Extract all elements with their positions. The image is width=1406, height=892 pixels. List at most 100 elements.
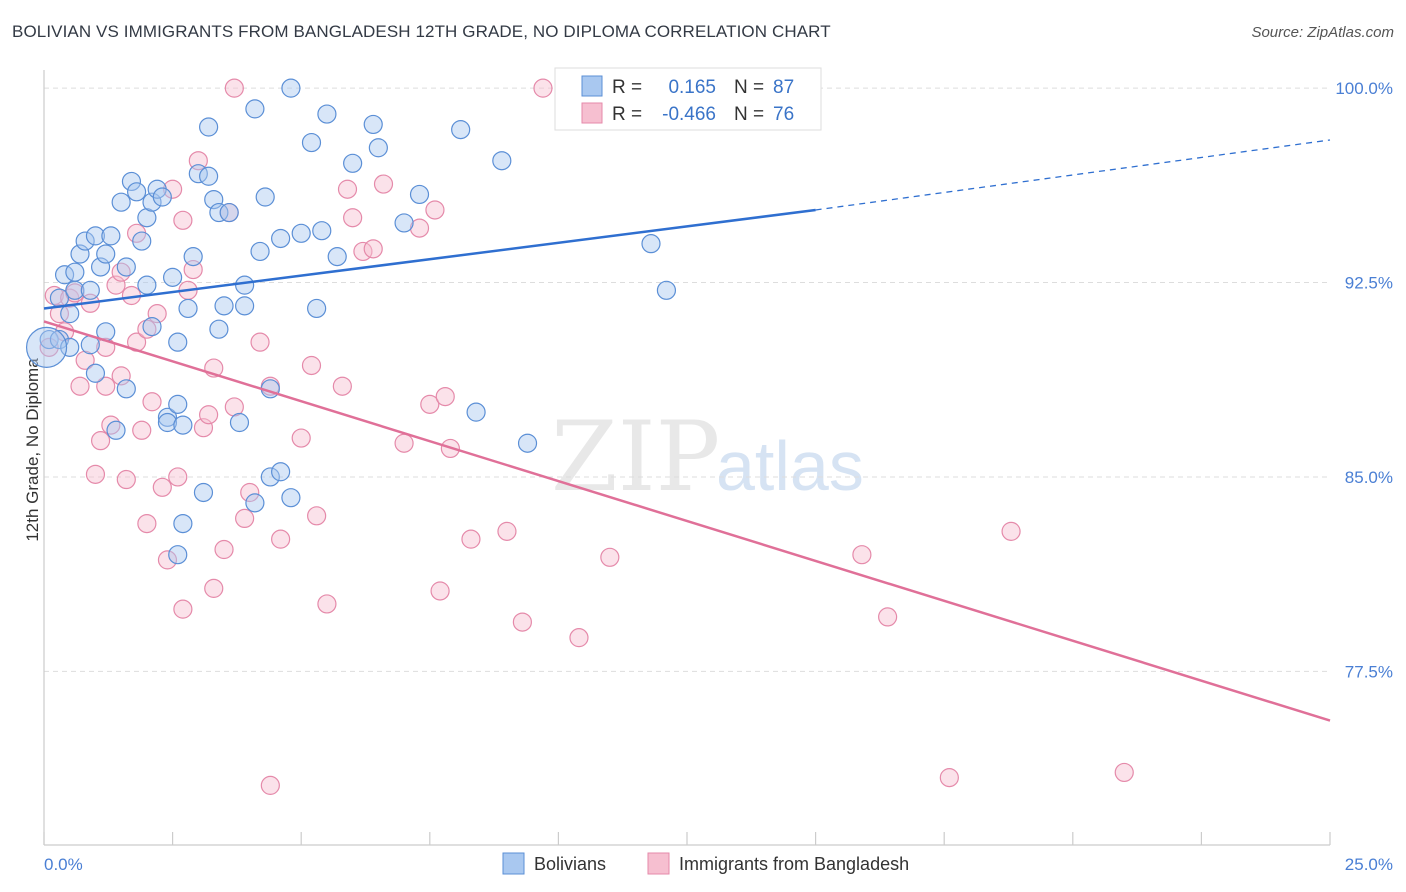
point-bangladesh xyxy=(142,392,162,412)
point-bangladesh xyxy=(461,529,481,549)
legend-swatch-bangladesh xyxy=(581,102,603,124)
point-bangladesh xyxy=(157,550,178,570)
point-bolivians xyxy=(85,363,106,383)
point-bolivians xyxy=(183,247,203,267)
point-bolivians xyxy=(137,275,157,295)
point-bangladesh xyxy=(512,612,532,632)
point-bolivians xyxy=(168,394,188,414)
source-credit: Source: ZipAtlas.com xyxy=(1251,24,1394,41)
point-bolivians xyxy=(209,319,229,339)
watermark-zip: ZIP xyxy=(551,401,720,513)
point-bolivians xyxy=(96,244,116,264)
point-bangladesh xyxy=(199,405,219,425)
point-bangladesh xyxy=(878,607,898,627)
point-bolivians xyxy=(65,262,85,282)
point-bangladesh xyxy=(307,506,327,526)
point-bangladesh xyxy=(1001,521,1021,541)
point-bangladesh xyxy=(214,539,234,560)
point-bangladesh xyxy=(600,547,620,567)
point-bangladesh xyxy=(85,464,106,484)
point-bangladesh xyxy=(394,433,414,453)
point-bangladesh xyxy=(939,768,959,788)
point-bangladesh xyxy=(497,521,517,541)
point-bolivians xyxy=(173,415,193,435)
point-bolivians xyxy=(250,241,270,262)
legend-swatch-bolivians xyxy=(581,75,603,97)
point-bolivians xyxy=(214,296,234,316)
point-bolivians xyxy=(132,231,152,251)
x-axis-ticks xyxy=(43,832,1331,845)
point-bangladesh xyxy=(137,513,157,534)
point-bolivians xyxy=(291,223,311,243)
point-bolivians xyxy=(199,117,219,137)
point-bangladesh xyxy=(332,376,352,396)
point-bangladesh xyxy=(224,78,244,98)
point-bolivians xyxy=(235,275,255,295)
point-bolivians xyxy=(39,329,59,350)
point-bolivians xyxy=(101,226,121,246)
point-bangladesh xyxy=(569,628,589,648)
bottom-legend-label-bolivians: Bolivians xyxy=(534,854,606,874)
point-bolivians xyxy=(157,407,178,427)
point-bolivians xyxy=(121,171,142,192)
point-bolivians xyxy=(60,304,80,324)
point-bolivians xyxy=(209,202,229,223)
bottom-legend-swatch-bangladesh xyxy=(647,852,670,875)
correlation-legend: R = 0.165 N = 87 R = -0.466 N = 76 xyxy=(554,67,822,131)
point-bangladesh xyxy=(224,397,244,417)
point-bolivians xyxy=(126,182,147,202)
legend-n-value-bolivians: 87 xyxy=(773,77,794,98)
point-bolivians xyxy=(163,267,183,287)
point-bolivians-large xyxy=(25,326,68,368)
legend-r-label-bolivians: R = xyxy=(612,77,642,98)
point-bangladesh xyxy=(132,420,152,440)
point-bangladesh xyxy=(533,78,553,98)
point-bolivians xyxy=(49,329,70,350)
point-bolivians xyxy=(641,234,661,254)
point-bolivians xyxy=(317,104,337,124)
point-bangladesh xyxy=(260,775,280,795)
point-bangladesh xyxy=(173,210,193,230)
point-bolivians xyxy=(116,257,136,277)
point-bolivians xyxy=(142,317,162,337)
point-bangladesh xyxy=(152,477,172,497)
point-bolivians xyxy=(312,221,332,241)
point-bangladesh xyxy=(409,218,430,238)
point-bolivians xyxy=(281,78,301,98)
point-bolivians xyxy=(193,482,214,503)
point-bangladesh xyxy=(240,482,260,503)
point-bolivians xyxy=(368,138,388,158)
point-bolivians xyxy=(116,379,136,399)
point-bolivians xyxy=(492,151,512,171)
point-bangladesh xyxy=(90,431,111,451)
point-bolivians xyxy=(152,187,172,207)
series-bangladesh-points xyxy=(39,78,1134,795)
x-tick-label-max: 25.0% xyxy=(1345,855,1393,874)
legend-n-label-bangladesh: N = xyxy=(734,104,764,125)
point-bangladesh xyxy=(435,386,455,407)
y-tick-label: 92.5% xyxy=(1345,274,1393,293)
point-bolivians xyxy=(235,296,255,316)
point-bolivians xyxy=(85,226,106,246)
point-bolivians xyxy=(168,545,188,565)
legend-n-value-bangladesh: 76 xyxy=(773,104,794,125)
watermark-atlas: atlas xyxy=(716,427,864,505)
point-bolivians xyxy=(409,184,430,205)
point-bangladesh xyxy=(163,179,183,199)
point-bangladesh xyxy=(204,578,224,598)
point-bolivians xyxy=(245,493,265,513)
point-bolivians xyxy=(137,208,157,228)
x-tick-label-min: 0.0% xyxy=(44,855,83,874)
trendline-bolivians-extension xyxy=(815,139,1331,211)
point-bangladesh xyxy=(425,200,445,220)
point-bolivians xyxy=(281,488,301,508)
point-bangladesh xyxy=(271,529,291,549)
legend-r-value-bangladesh: -0.466 xyxy=(662,104,716,125)
point-bolivians xyxy=(255,187,275,207)
series-legend: Bolivians Immigrants from Bangladesh xyxy=(502,852,909,875)
point-bolivians xyxy=(229,412,250,433)
point-bolivians xyxy=(260,467,280,487)
point-bangladesh xyxy=(337,179,358,199)
point-bolivians xyxy=(271,462,291,482)
